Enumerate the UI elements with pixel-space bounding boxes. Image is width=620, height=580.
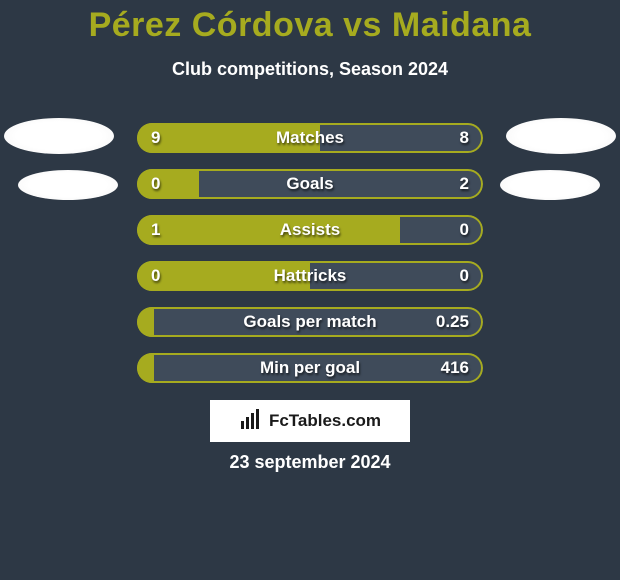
fill-right bbox=[320, 123, 483, 153]
fill-right bbox=[310, 261, 483, 291]
stat-bar: Min per goal416 bbox=[137, 353, 483, 383]
subtitle: Club competitions, Season 2024 bbox=[0, 59, 620, 80]
fill-right bbox=[154, 353, 483, 383]
brand-icon bbox=[239, 407, 263, 436]
player1-photo-2 bbox=[18, 170, 118, 200]
stat-bar: Matches98 bbox=[137, 123, 483, 153]
chart-container: Pérez Córdova vs Maidana Club competitio… bbox=[0, 0, 620, 580]
fill-left bbox=[137, 169, 199, 199]
fill-left bbox=[137, 123, 320, 153]
brand-text: FcTables.com bbox=[269, 411, 381, 431]
fill-left bbox=[137, 307, 154, 337]
fill-right bbox=[400, 215, 483, 245]
fill-right bbox=[199, 169, 483, 199]
stat-bar: Hattricks00 bbox=[137, 261, 483, 291]
fill-left bbox=[137, 215, 400, 245]
player1-photo-1 bbox=[4, 118, 114, 154]
stat-bar: Goals02 bbox=[137, 169, 483, 199]
date-label: 23 september 2024 bbox=[0, 452, 620, 473]
page-title: Pérez Córdova vs Maidana bbox=[0, 0, 620, 45]
player2-photo-1 bbox=[506, 118, 616, 154]
fill-right bbox=[154, 307, 483, 337]
comparison-bars: Matches98 Goals02 Assists10 Hattricks00 Goal… bbox=[137, 123, 483, 399]
fill-left bbox=[137, 353, 154, 383]
stat-bar: Goals per match0.25 bbox=[137, 307, 483, 337]
player2-photo-2 bbox=[500, 170, 600, 200]
brand-badge: FcTables.com bbox=[210, 400, 410, 442]
stat-bar: Assists10 bbox=[137, 215, 483, 245]
fill-left bbox=[137, 261, 310, 291]
